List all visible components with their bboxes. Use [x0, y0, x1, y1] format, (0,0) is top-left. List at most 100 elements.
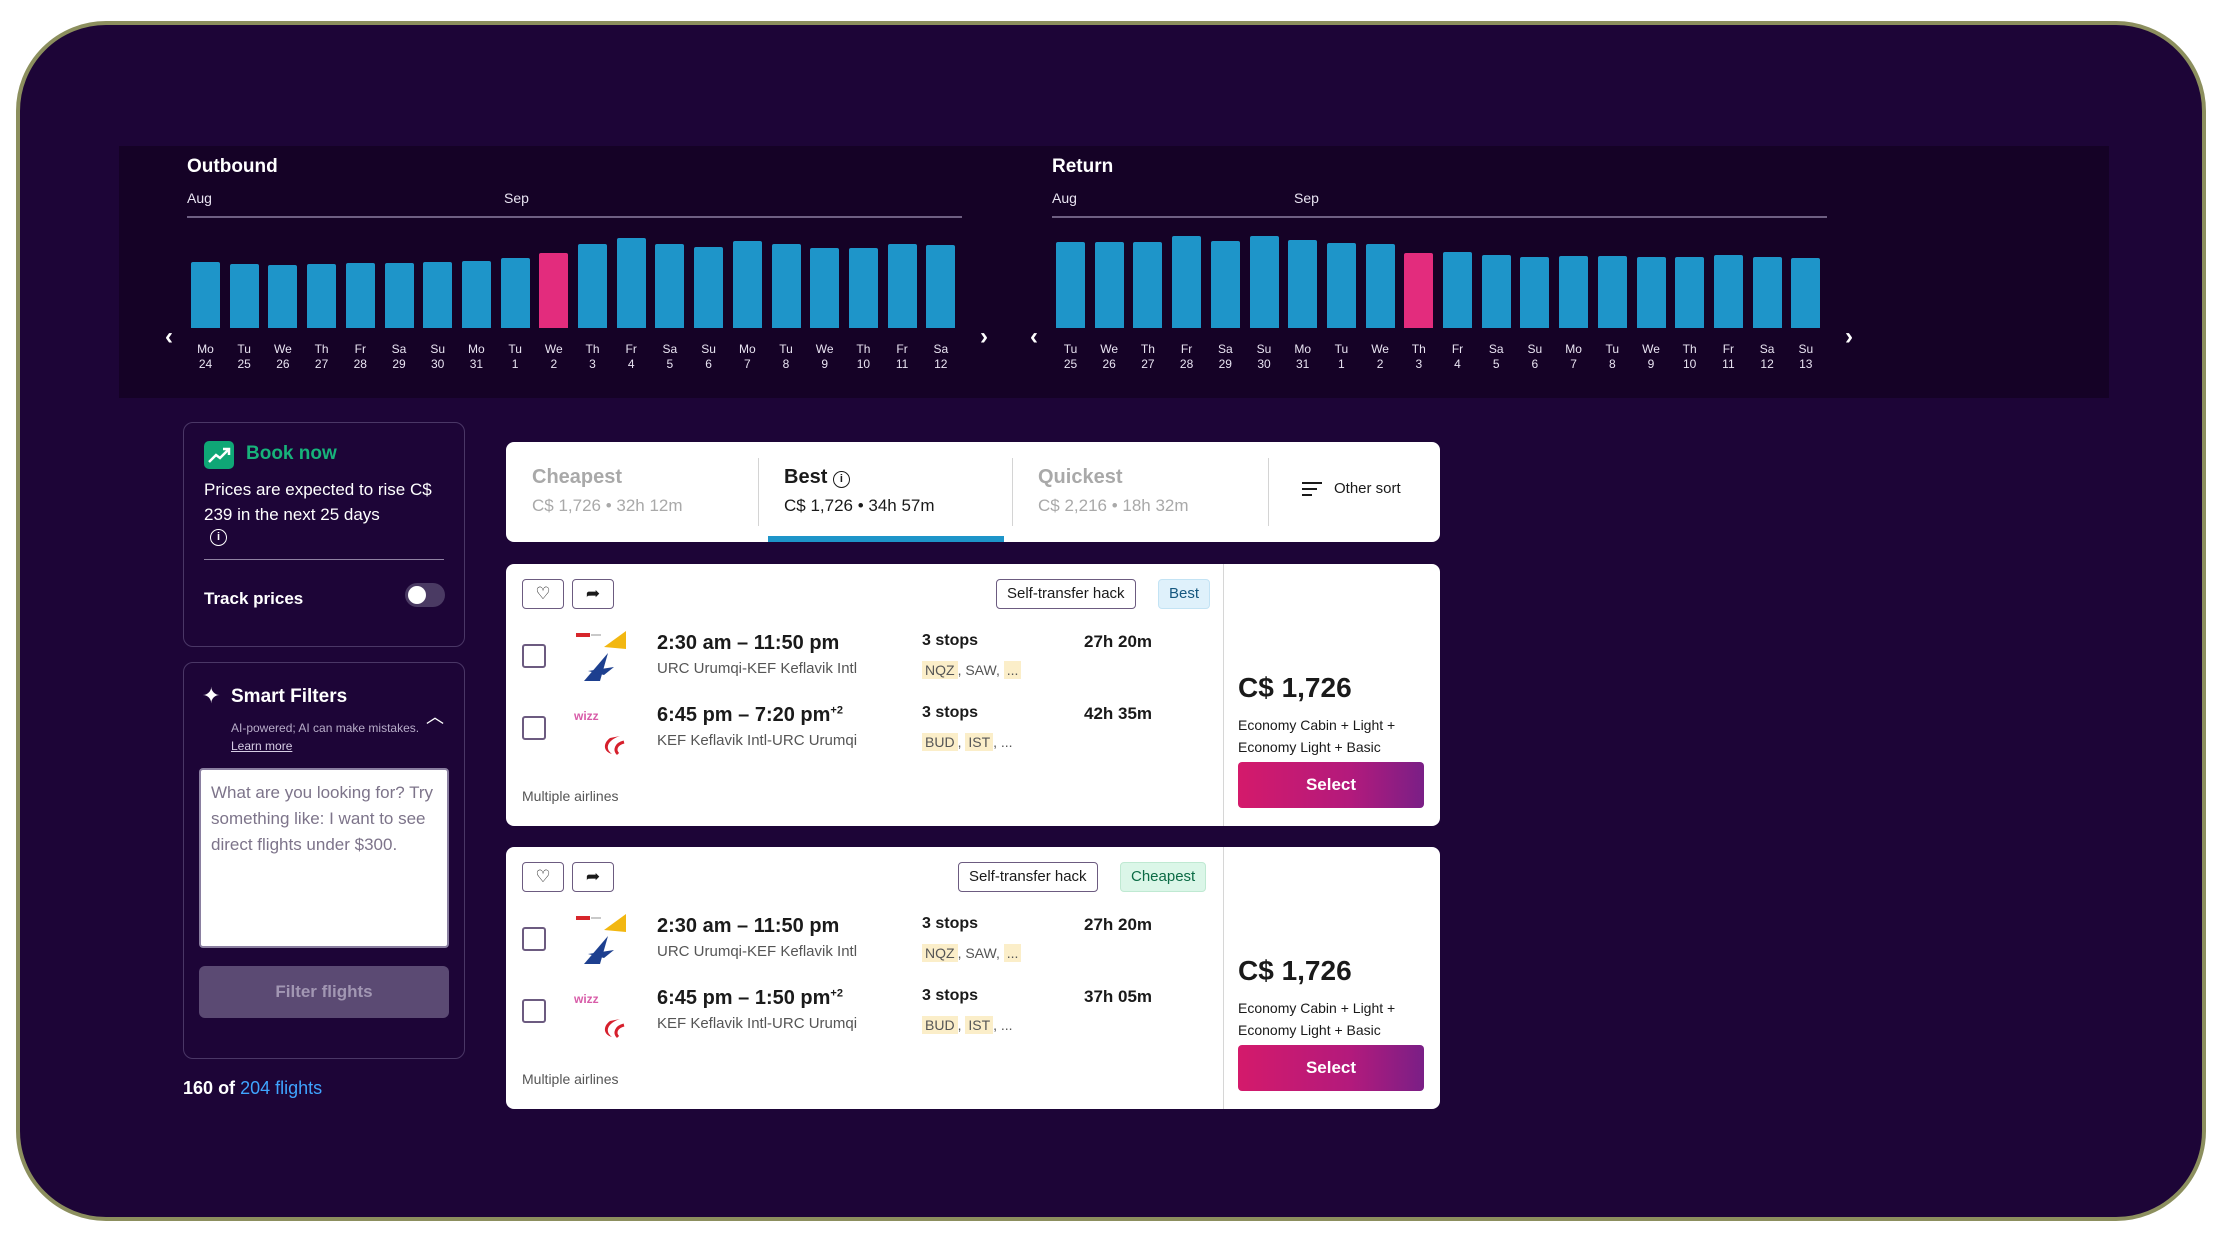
return-price-bar[interactable] [1713, 255, 1743, 328]
outbound-day-label[interactable]: Th 27 [304, 342, 340, 372]
select-button[interactable]: Select [1238, 762, 1424, 808]
return-price-bar[interactable] [1404, 253, 1434, 328]
return-day-label[interactable]: Th 3 [1401, 342, 1437, 372]
return-day-label[interactable]: Su 13 [1788, 342, 1824, 372]
outbound-price-bar[interactable] [191, 262, 220, 328]
tab-cheapest[interactable]: Cheapest C$ 1,726 • 32h 12m [506, 442, 756, 542]
return-price-bar[interactable] [1559, 256, 1589, 328]
return-day-label[interactable]: Th 27 [1130, 342, 1166, 372]
outbound-price-bar[interactable] [810, 248, 840, 328]
outbound-price-bar[interactable] [616, 238, 646, 328]
return-day-label[interactable]: We 9 [1633, 342, 1669, 372]
return-day-label[interactable]: Tu 1 [1323, 342, 1359, 372]
compare-checkbox[interactable] [522, 999, 546, 1023]
return-prev-chevron-left-icon[interactable]: ‹ [1030, 323, 1038, 350]
outbound-day-label[interactable]: Sa 5 [652, 342, 688, 372]
return-day-label[interactable]: Tu 8 [1594, 342, 1630, 372]
outbound-day-label[interactable]: Sa 12 [923, 342, 959, 372]
outbound-day-label[interactable]: Tu 1 [497, 342, 533, 372]
share-arrow-icon[interactable]: ➦ [572, 579, 614, 609]
outbound-day-label[interactable]: Th 3 [575, 342, 611, 372]
outbound-prev-chevron-left-icon[interactable]: ‹ [165, 323, 173, 350]
info-icon[interactable]: i [210, 529, 227, 546]
return-day-label[interactable]: Sa 12 [1749, 342, 1785, 372]
outbound-price-bar[interactable] [732, 241, 762, 328]
learn-more-link[interactable]: Learn more [231, 739, 293, 753]
outbound-day-label[interactable]: Sa 29 [381, 342, 417, 372]
outbound-day-label[interactable]: Tu 25 [226, 342, 262, 372]
return-day-label[interactable]: Tu 25 [1053, 342, 1089, 372]
return-price-bar[interactable] [1210, 241, 1240, 328]
outbound-day-label[interactable]: We 26 [265, 342, 301, 372]
share-arrow-icon[interactable]: ➦ [572, 862, 614, 892]
return-price-bar[interactable] [1752, 257, 1782, 328]
return-price-bar[interactable] [1365, 244, 1395, 328]
return-day-label[interactable]: Su 30 [1246, 342, 1282, 372]
outbound-price-bar[interactable] [500, 258, 530, 328]
return-price-bar[interactable] [1520, 257, 1550, 328]
outbound-day-label[interactable]: Tu 8 [768, 342, 804, 372]
outbound-day-label[interactable]: Su 30 [420, 342, 456, 372]
outbound-price-bar[interactable] [848, 248, 878, 328]
flight-result-card[interactable]: ♡ ➦ Self-transfer hack Cheapest 2:30 am … [506, 847, 1440, 1109]
outbound-price-bar[interactable] [423, 262, 453, 328]
return-price-bar[interactable] [1249, 236, 1279, 328]
compare-checkbox[interactable] [522, 716, 546, 740]
return-day-label[interactable]: Fr 4 [1440, 342, 1476, 372]
outbound-price-bar[interactable] [926, 245, 956, 328]
outbound-price-bar[interactable] [345, 263, 375, 328]
tab-best[interactable]: Best i C$ 1,726 • 34h 57m [758, 442, 1012, 542]
outbound-price-bar[interactable] [539, 253, 569, 328]
outbound-price-bar[interactable] [887, 244, 917, 328]
select-button[interactable]: Select [1238, 1045, 1424, 1091]
outbound-day-label[interactable]: Fr 11 [884, 342, 920, 372]
return-day-label[interactable]: Th 10 [1672, 342, 1708, 372]
results-total-link[interactable]: 204 flights [240, 1078, 323, 1098]
return-day-label[interactable]: Mo 7 [1556, 342, 1592, 372]
flight-result-card[interactable]: ♡ ➦ Self-transfer hack Best 2:30 am – 11… [506, 564, 1440, 826]
return-price-bar[interactable] [1056, 242, 1085, 328]
outbound-price-bar[interactable] [229, 264, 259, 328]
return-day-label[interactable]: We 26 [1091, 342, 1127, 372]
outbound-price-bar[interactable] [307, 264, 337, 328]
outbound-price-bar[interactable] [771, 244, 801, 328]
self-transfer-badge[interactable]: Self-transfer hack [996, 579, 1136, 609]
outbound-price-bar[interactable] [268, 265, 298, 328]
outbound-day-label[interactable]: Mo 24 [188, 342, 224, 372]
compare-checkbox[interactable] [522, 927, 546, 951]
return-day-label[interactable]: Fr 11 [1710, 342, 1746, 372]
compare-checkbox[interactable] [522, 644, 546, 668]
return-day-label[interactable]: We 2 [1362, 342, 1398, 372]
tab-quickest[interactable]: Quickest C$ 2,216 • 18h 32m [1012, 442, 1266, 542]
return-price-bar[interactable] [1597, 256, 1627, 328]
smart-filter-input[interactable] [199, 768, 449, 948]
other-sort-button[interactable]: Other sort [1334, 480, 1401, 497]
outbound-day-label[interactable]: We 9 [807, 342, 843, 372]
outbound-day-label[interactable]: We 2 [536, 342, 572, 372]
return-price-bar[interactable] [1172, 236, 1202, 328]
outbound-price-bar[interactable] [655, 244, 685, 328]
outbound-price-bar[interactable] [694, 247, 724, 328]
collapse-chevron-up-icon[interactable]: ︿ [426, 707, 444, 727]
return-day-label[interactable]: Sa 29 [1207, 342, 1243, 372]
outbound-day-label[interactable]: Fr 28 [342, 342, 378, 372]
outbound-day-label[interactable]: Su 6 [691, 342, 727, 372]
outbound-price-bar[interactable] [384, 263, 414, 328]
return-price-bar[interactable] [1133, 242, 1163, 328]
return-price-bar[interactable] [1326, 243, 1356, 328]
return-price-bar[interactable] [1094, 242, 1124, 328]
heart-icon[interactable]: ♡ [522, 579, 564, 609]
return-price-bar[interactable] [1791, 258, 1821, 328]
outbound-day-label[interactable]: Fr 4 [613, 342, 649, 372]
outbound-price-bar[interactable] [578, 244, 607, 328]
self-transfer-badge[interactable]: Self-transfer hack [958, 862, 1098, 892]
return-price-bar[interactable] [1636, 257, 1666, 328]
outbound-day-label[interactable]: Mo 31 [458, 342, 494, 372]
return-day-label[interactable]: Su 6 [1517, 342, 1553, 372]
return-price-bar[interactable] [1443, 252, 1472, 328]
return-next-chevron-right-icon[interactable]: › [1845, 323, 1853, 350]
return-day-label[interactable]: Fr 28 [1169, 342, 1205, 372]
filter-flights-button[interactable]: Filter flights [199, 966, 449, 1018]
return-price-bar[interactable] [1675, 257, 1705, 328]
outbound-day-label[interactable]: Th 10 [845, 342, 881, 372]
